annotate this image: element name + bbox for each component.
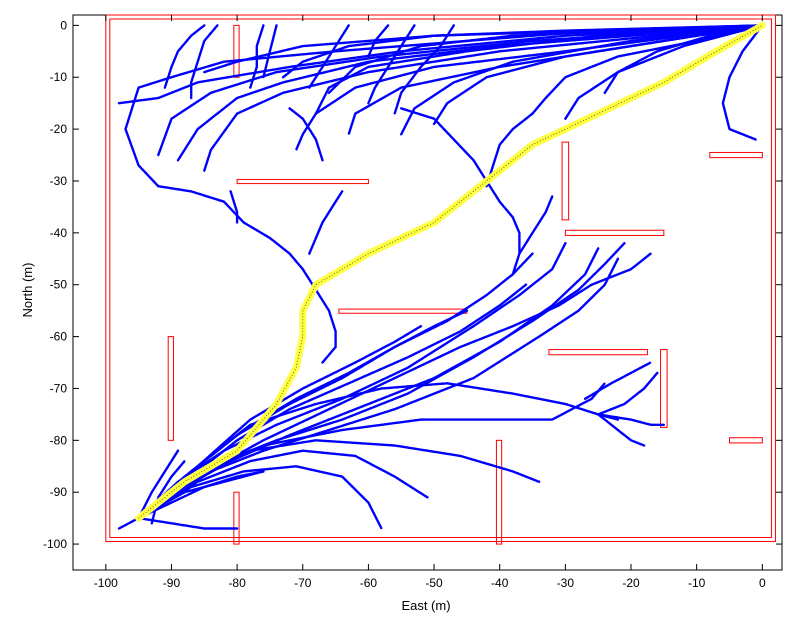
trajectory-41	[137, 382, 606, 520]
trajectory-43	[137, 449, 429, 520]
trajectory-10	[531, 24, 764, 115]
trajectory-26	[229, 190, 239, 224]
trajectory-15	[203, 24, 764, 74]
obstacle-boundary-inner	[109, 18, 772, 538]
y-tick-label: -40	[50, 226, 68, 240]
trajectory-28	[288, 107, 324, 162]
trajectory-54	[597, 413, 646, 447]
trajectory-16	[721, 24, 764, 141]
obstacle-9	[548, 349, 648, 356]
x-tick-label: -30	[557, 576, 575, 590]
trajectory-51	[150, 459, 186, 525]
best-path	[135, 21, 766, 522]
obstacle-8	[564, 229, 665, 236]
trajectory-52	[597, 371, 659, 416]
y-tick-label: -80	[50, 433, 68, 447]
trajectory-12	[603, 24, 764, 94]
trajectory-17	[163, 24, 206, 89]
x-axis-label: East (m)	[401, 598, 450, 613]
obstacle-0	[105, 14, 776, 542]
obstacle-2	[233, 491, 240, 545]
x-tick-label: -90	[163, 576, 181, 590]
trajectory-7	[314, 24, 764, 115]
x-tick-label: -40	[491, 576, 509, 590]
trajectory-33	[137, 247, 600, 520]
obstacle-7	[561, 141, 570, 221]
obstacle-11	[709, 151, 763, 159]
y-tick-label: -90	[50, 485, 68, 499]
trajectory-1	[117, 24, 764, 105]
y-tick-label: -100	[43, 537, 67, 551]
x-tick-label: -70	[294, 576, 312, 590]
trajectory-45	[137, 382, 620, 520]
obstacle-12	[728, 437, 763, 444]
trajectory-2	[157, 24, 764, 157]
y-tick-label: -10	[50, 70, 68, 84]
y-tick-label: -30	[50, 174, 68, 188]
trajectory-22	[367, 24, 416, 105]
y-tick-label: -60	[50, 330, 68, 344]
trajectory-49	[137, 449, 180, 520]
trajectory-19	[249, 24, 265, 89]
trajectory-50	[137, 516, 239, 530]
trajectory-series	[117, 24, 764, 530]
trajectory-23	[393, 24, 455, 115]
trajectory-21	[308, 24, 350, 89]
trajectory-34	[137, 242, 567, 520]
trajectory-3	[176, 24, 764, 162]
x-tick-label: -50	[425, 576, 443, 590]
obstacle-10	[660, 349, 668, 428]
trajectory-20	[262, 24, 278, 79]
trajectory-25	[157, 185, 337, 364]
y-tick-label: -20	[50, 122, 68, 136]
trajectory-38	[137, 252, 652, 520]
obstacle-4	[338, 308, 468, 314]
trajectory-55	[583, 361, 652, 400]
x-tick-label: -80	[228, 576, 246, 590]
x-tick-label: -60	[360, 576, 378, 590]
obstacle-5	[167, 336, 174, 441]
trajectory-24	[367, 24, 390, 58]
trajectory-4	[203, 24, 764, 172]
trajectory-8	[432, 24, 764, 126]
x-tick-label: -100	[94, 576, 118, 590]
obstacle-3	[236, 178, 369, 185]
x-tick-label: 0	[759, 576, 766, 590]
obstacle-1	[233, 24, 240, 78]
x-axis: -100 -90 -80 -70 -60 -50 -40 -30 -20 -10 0	[94, 15, 766, 590]
y-axis-label: North (m)	[20, 263, 35, 318]
trajectory-27	[308, 190, 344, 255]
y-axis: 0 -10 -20 -30 -40 -50 -60 -70 -80 -90 -100	[43, 18, 782, 551]
trajectory-47	[137, 470, 265, 520]
trajectory-44	[137, 465, 383, 530]
trajectory-53	[597, 413, 665, 426]
x-tick-label: -20	[622, 576, 640, 590]
best-path-core	[138, 25, 763, 519]
trajectory-29	[400, 107, 521, 276]
obstacle-6	[495, 439, 503, 545]
y-tick-label: -70	[50, 381, 68, 395]
trajectory-30	[485, 112, 534, 188]
y-tick-label: -50	[50, 278, 68, 292]
x-tick-label: -10	[688, 576, 706, 590]
trajectory-31	[518, 195, 554, 255]
y-tick-label: 0	[60, 18, 67, 32]
trajectory-18	[190, 24, 219, 100]
obstacles	[105, 14, 776, 545]
